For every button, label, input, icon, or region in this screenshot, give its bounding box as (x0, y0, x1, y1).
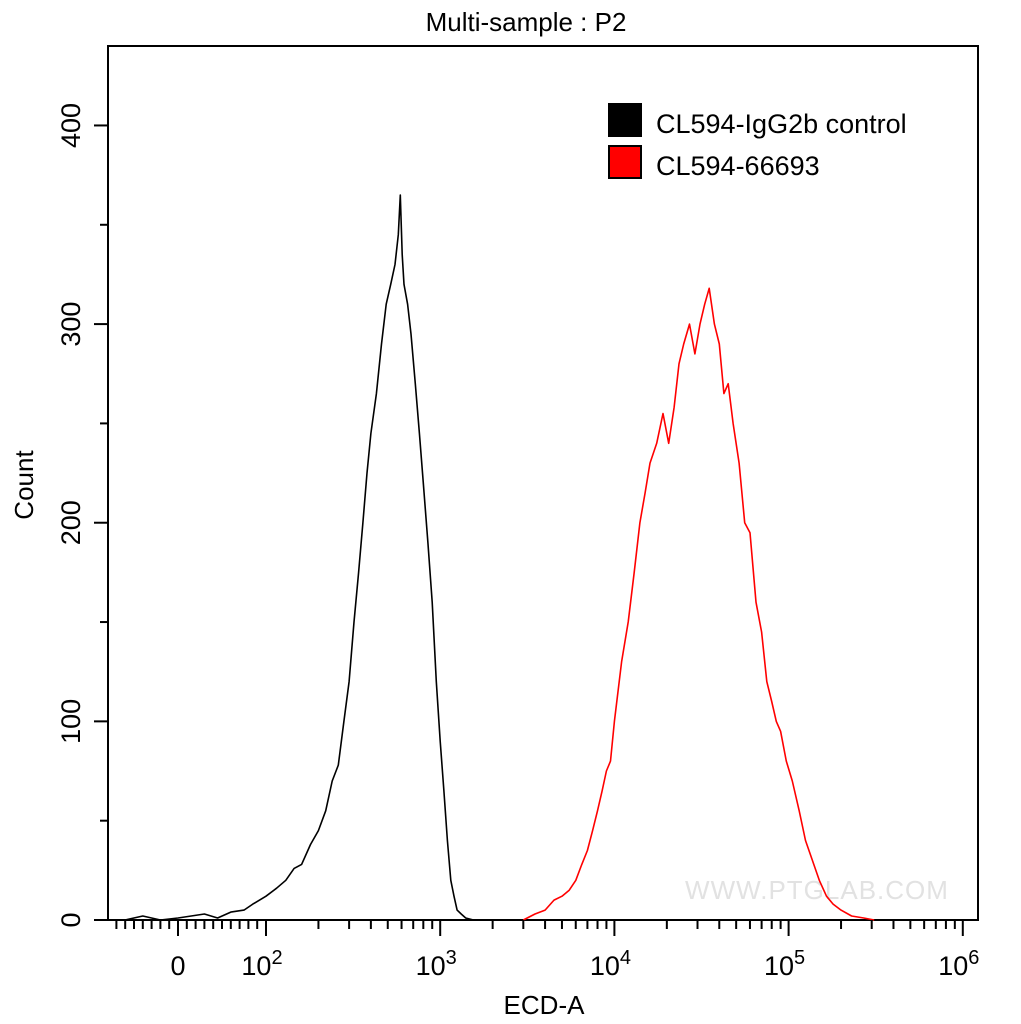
series-line-0 (125, 194, 481, 921)
y-tick-label: 300 (56, 302, 86, 347)
y-tick-label: 200 (56, 500, 86, 545)
series-line-1 (522, 287, 875, 921)
legend-swatch-sample (608, 145, 642, 179)
y-axis-label: Count (9, 450, 39, 520)
y-tick-label: 400 (56, 103, 86, 148)
legend-item-control: CL594-IgG2b control (608, 103, 907, 139)
x-tick-label: 102 (241, 947, 282, 981)
legend-label-control: CL594-IgG2b control (656, 109, 907, 139)
y-tick-label: 0 (56, 912, 86, 927)
x-axis-label: ECD-A (504, 990, 586, 1020)
y-tick-label: 100 (56, 699, 86, 744)
legend: CL594-IgG2b control CL594-66693 (608, 103, 907, 181)
x-tick-label: 106 (938, 947, 979, 981)
series-layer (125, 194, 875, 921)
legend-swatch-control (608, 103, 642, 137)
x-tick-label: 103 (416, 947, 457, 981)
watermark: WWW.PTGLAB.COM (685, 875, 949, 905)
chart-title: Multi-sample : P2 (426, 7, 627, 37)
legend-label-sample: CL594-66693 (656, 151, 820, 181)
x-tick-label: 105 (764, 947, 805, 981)
x-axis: 0 102 103 104 105 106 (115, 920, 979, 981)
plot-frame (107, 45, 979, 921)
legend-item-sample: CL594-66693 (608, 145, 820, 181)
y-axis: 0 100 200 300 400 (56, 103, 108, 928)
x-tick-label: 0 (170, 951, 185, 981)
x-tick-label: 104 (590, 947, 631, 981)
